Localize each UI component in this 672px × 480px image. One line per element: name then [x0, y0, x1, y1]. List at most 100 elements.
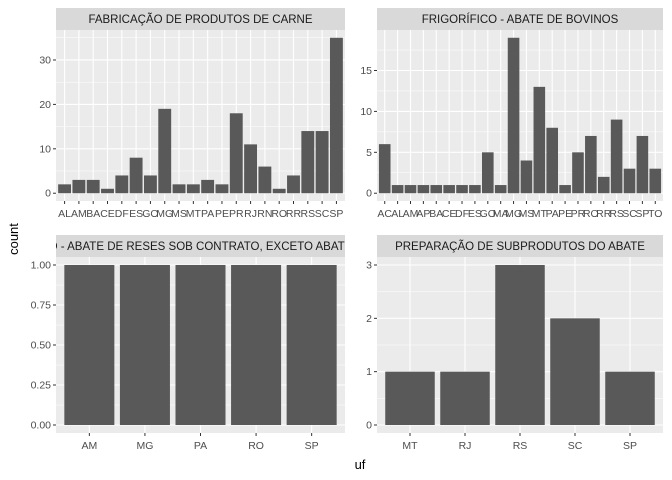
x-tick-label: GO: [480, 208, 496, 220]
x-tick-label: GO: [142, 208, 158, 220]
x-tick-label: RJ: [244, 208, 257, 220]
bar-MT: [533, 86, 546, 194]
x-tick-label: RO: [583, 208, 599, 220]
bar-MG: [119, 265, 170, 425]
facet-title: FABRICAÇÃO DE PRODUTOS DE CARNE: [88, 13, 312, 26]
x-tick-label: PA: [194, 440, 207, 452]
x-tick-label: MG: [505, 208, 522, 220]
bar-RO: [585, 135, 597, 194]
x-tick-label: SP: [635, 208, 649, 220]
bar-RS: [301, 131, 315, 194]
x-tick-label: PE: [558, 208, 572, 220]
facet-panel-3: FRIGORÍFICO - ABATE DE RESES SOB CONTRAT…: [0, 235, 419, 452]
bar-ES: [129, 157, 143, 194]
x-tick-label: DF: [115, 208, 129, 220]
x-tick-label: MS: [171, 208, 187, 220]
facet-panel-4: PREPARAÇÃO DE SUBPRODUTOS DO ABATE 0 1 2 3 MT…: [366, 235, 663, 452]
y-axis-title: count: [6, 223, 21, 255]
y-tick-label: 0: [366, 420, 372, 432]
bar-DF: [456, 185, 468, 194]
bar-MG: [507, 37, 520, 194]
bar-RR: [597, 176, 610, 194]
bar-PA: [201, 179, 215, 194]
facet-title: PREPARAÇÃO DE SUBPRODUTOS DO ABATE: [395, 240, 645, 253]
x-tick-label: AL: [58, 208, 71, 220]
x-tick-label: TO: [648, 208, 662, 220]
x-tick-label: BA: [429, 208, 443, 220]
x-tick-label: PR: [229, 208, 244, 220]
bar-CE: [443, 185, 455, 194]
x-tick-label: AL: [391, 208, 404, 220]
x-tick-label: RN: [257, 208, 272, 220]
x-tick-label: CE: [442, 208, 457, 220]
x-tick-label: SP: [305, 440, 319, 452]
y-tick-label: 0.50: [31, 340, 52, 352]
bar-RN: [258, 166, 272, 194]
bar-BA: [430, 185, 443, 194]
y-tick-label: 0: [45, 188, 51, 200]
x-tick-label: MT: [186, 208, 202, 220]
bar-AL: [58, 184, 72, 194]
y-tick-label: 20: [39, 99, 51, 111]
bar-GO: [481, 152, 494, 194]
facet-strip: [377, 235, 663, 257]
x-tick-label: AP: [416, 208, 430, 220]
x-tick-label: MT: [402, 440, 418, 452]
y-tick-label: 2: [366, 313, 372, 325]
x-tick-label: SP: [623, 440, 637, 452]
y-tick-label: 5: [366, 147, 372, 159]
y-tick-label: 0.25: [31, 380, 52, 392]
bar-MT: [186, 184, 200, 194]
bar-MT: [385, 371, 435, 425]
x-tick-label: RR: [596, 208, 612, 220]
bar-BA: [86, 179, 100, 194]
x-tick-label: RS: [513, 440, 528, 452]
facet-title: FRIGORÍFICO - ABATE DE RESES SOB CONTRAT…: [0, 240, 419, 253]
y-tick-label: 0.75: [31, 300, 52, 312]
bar-DF: [115, 175, 129, 194]
bar-SC: [623, 168, 636, 194]
x-tick-label: ES: [129, 208, 143, 220]
x-tick-label: RO: [271, 208, 287, 220]
bar-AM: [64, 265, 115, 425]
facet-title: FRIGORÍFICO - ABATE DE BOVINOS: [422, 13, 619, 26]
x-tick-label: MA: [493, 208, 509, 220]
bar-RS: [495, 265, 545, 425]
bar-PE: [559, 185, 571, 194]
x-tick-label: AC: [377, 208, 392, 220]
x-tick-label: RR: [286, 208, 302, 220]
x-tick-label: PE: [215, 208, 229, 220]
facet-panel-2: FRIGORÍFICO - ABATE DE BOVINOS 0 5 10 15 AC AL…: [360, 8, 663, 220]
y-tick-label: 3: [366, 260, 372, 272]
x-tick-label: AM: [71, 208, 87, 220]
bar-SC: [550, 318, 600, 425]
bar-RO: [272, 188, 286, 194]
bar-MS: [520, 160, 533, 194]
x-tick-label: RO: [248, 440, 264, 452]
bar-AL: [391, 185, 404, 194]
bar-MG: [158, 108, 172, 194]
bar-CE: [101, 188, 114, 194]
bar-PA: [175, 265, 226, 425]
bar-SP: [286, 265, 337, 425]
x-tick-label: RS: [301, 208, 316, 220]
y-tick-label: 0: [366, 188, 372, 200]
x-tick-label: DF: [455, 208, 469, 220]
y-tick-label: 1.00: [31, 260, 52, 272]
plot-panel: [56, 30, 345, 201]
x-tick-label: SP: [329, 208, 343, 220]
bar-PR: [229, 113, 243, 194]
bar-PE: [215, 184, 229, 194]
bar-PA: [546, 127, 559, 194]
bar-AM: [404, 185, 417, 194]
bar-RJ: [244, 144, 258, 194]
x-tick-label: MT: [532, 208, 548, 220]
x-tick-label: MG: [136, 440, 153, 452]
bar-AM: [72, 179, 86, 194]
bar-SC: [315, 131, 329, 194]
bar-TO: [649, 168, 662, 194]
x-tick-label: SC: [315, 208, 330, 220]
x-tick-label: AM: [403, 208, 419, 220]
x-axis-title: uf: [355, 457, 366, 472]
